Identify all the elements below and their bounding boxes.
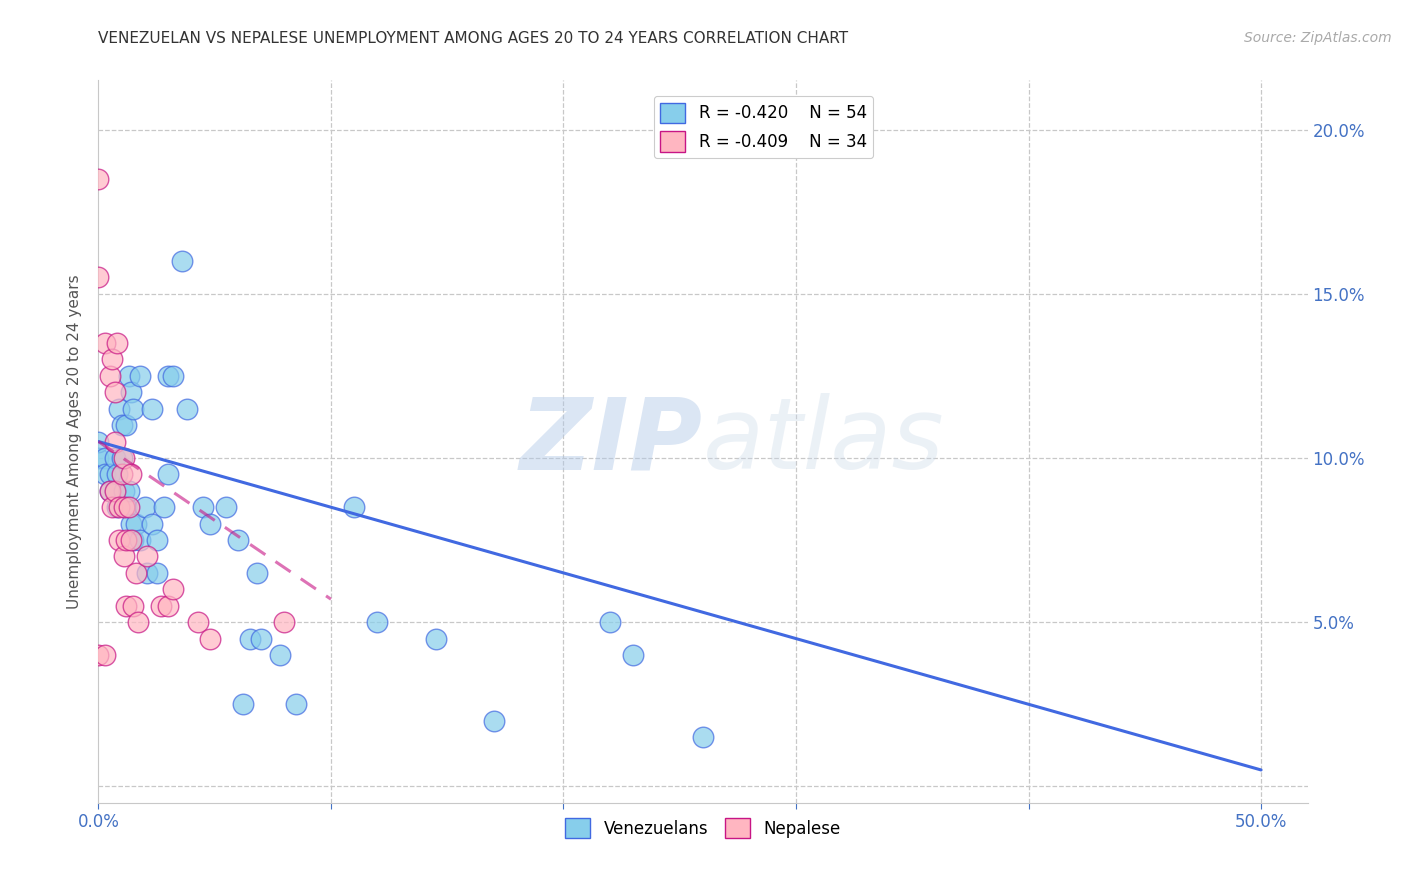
Text: Source: ZipAtlas.com: Source: ZipAtlas.com xyxy=(1244,31,1392,45)
Point xyxy=(104,450,127,465)
Point xyxy=(105,467,128,482)
Point xyxy=(215,500,238,515)
Point xyxy=(366,615,388,630)
Point xyxy=(98,483,121,498)
Point xyxy=(104,483,127,498)
Point xyxy=(122,599,145,613)
Point xyxy=(87,648,110,662)
Point xyxy=(145,533,167,547)
Point xyxy=(115,500,138,515)
Y-axis label: Unemployment Among Ages 20 to 24 years: Unemployment Among Ages 20 to 24 years xyxy=(67,274,83,609)
Point xyxy=(599,615,621,630)
Point xyxy=(141,401,163,416)
Point xyxy=(425,632,447,646)
Point xyxy=(145,566,167,580)
Point xyxy=(98,483,121,498)
Text: ZIP: ZIP xyxy=(520,393,703,490)
Point xyxy=(108,533,131,547)
Point xyxy=(692,730,714,744)
Point xyxy=(157,368,180,383)
Point xyxy=(232,698,254,712)
Point xyxy=(118,368,141,383)
Point xyxy=(108,401,131,416)
Text: atlas: atlas xyxy=(703,393,945,490)
Point xyxy=(122,533,145,547)
Point xyxy=(152,500,174,515)
Point xyxy=(104,434,127,449)
Point xyxy=(105,336,128,351)
Point xyxy=(187,615,209,630)
Point xyxy=(191,500,214,515)
Point xyxy=(112,549,135,564)
Text: VENEZUELAN VS NEPALESE UNEMPLOYMENT AMONG AGES 20 TO 24 YEARS CORRELATION CHART: VENEZUELAN VS NEPALESE UNEMPLOYMENT AMON… xyxy=(98,31,849,46)
Point xyxy=(98,467,121,482)
Point xyxy=(118,483,141,498)
Legend: Venezuelans, Nepalese: Venezuelans, Nepalese xyxy=(558,812,848,845)
Point xyxy=(482,714,505,728)
Point xyxy=(115,418,138,433)
Point xyxy=(111,450,134,465)
Point xyxy=(87,270,110,285)
Point xyxy=(162,582,184,597)
Point xyxy=(239,632,262,646)
Point xyxy=(104,385,127,400)
Point xyxy=(112,483,135,498)
Point xyxy=(124,566,146,580)
Point xyxy=(104,483,127,498)
Point xyxy=(136,566,159,580)
Point xyxy=(120,385,142,400)
Point xyxy=(118,500,141,515)
Point xyxy=(122,401,145,416)
Point xyxy=(111,467,134,482)
Point xyxy=(129,533,152,547)
Point xyxy=(162,368,184,383)
Point xyxy=(269,648,291,662)
Point xyxy=(115,533,138,547)
Point xyxy=(101,500,124,515)
Point xyxy=(115,599,138,613)
Point xyxy=(87,434,110,449)
Point xyxy=(141,516,163,531)
Point xyxy=(136,549,159,564)
Point xyxy=(101,352,124,367)
Point xyxy=(621,648,644,662)
Point xyxy=(105,500,128,515)
Point xyxy=(245,566,267,580)
Point xyxy=(94,467,117,482)
Point xyxy=(134,500,156,515)
Point xyxy=(94,648,117,662)
Point xyxy=(129,368,152,383)
Point xyxy=(112,450,135,465)
Point xyxy=(120,533,142,547)
Point xyxy=(94,450,117,465)
Point xyxy=(120,516,142,531)
Point xyxy=(250,632,273,646)
Point xyxy=(127,615,149,630)
Point xyxy=(157,467,180,482)
Point xyxy=(124,516,146,531)
Point xyxy=(87,171,110,186)
Point xyxy=(198,516,221,531)
Point xyxy=(112,500,135,515)
Point xyxy=(120,467,142,482)
Point xyxy=(285,698,308,712)
Point xyxy=(111,418,134,433)
Point xyxy=(150,599,173,613)
Point xyxy=(108,500,131,515)
Point xyxy=(176,401,198,416)
Point xyxy=(343,500,366,515)
Point xyxy=(94,336,117,351)
Point xyxy=(198,632,221,646)
Point xyxy=(98,368,121,383)
Point xyxy=(87,450,110,465)
Point xyxy=(157,599,180,613)
Point xyxy=(172,253,194,268)
Point xyxy=(273,615,295,630)
Point xyxy=(226,533,249,547)
